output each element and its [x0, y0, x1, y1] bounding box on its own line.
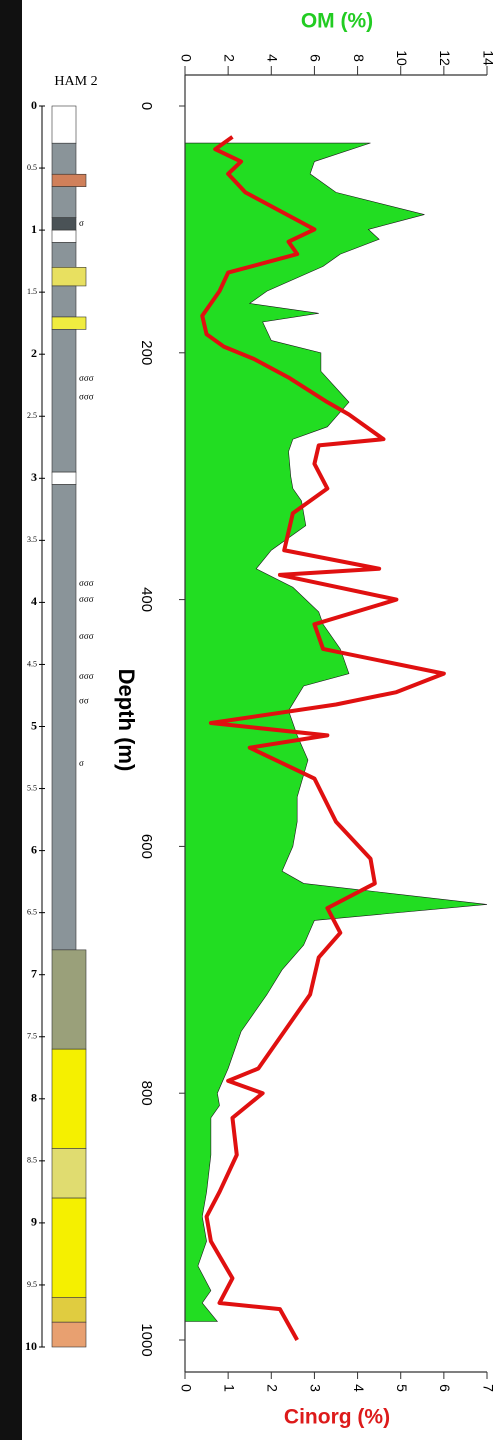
layer	[51, 1297, 87, 1323]
x2-tick-label: 6	[308, 54, 324, 62]
y-tick-label: 600	[138, 834, 155, 859]
x-tick-label: 6	[437, 1384, 453, 1392]
x-tick-label: 3	[308, 1384, 324, 1392]
cinorg-line	[200, 135, 446, 1341]
fossil-symbol: σσσ	[79, 594, 94, 604]
x2-tick-label: 2	[221, 54, 237, 62]
om-area	[184, 142, 488, 1322]
x2-tick-label: 8	[351, 54, 367, 62]
layer	[51, 484, 77, 951]
layer	[51, 471, 77, 485]
layer	[51, 329, 77, 473]
y-tick-label: 1	[31, 222, 37, 236]
layer	[51, 105, 77, 144]
y-tick-label: 0.5	[27, 163, 37, 172]
fossil-symbol: σσ	[79, 696, 89, 706]
x-tick-label: 2	[265, 1384, 281, 1392]
x-axis-title: Cinorg (%)	[284, 1406, 390, 1429]
y-tick-label: 200	[138, 340, 155, 365]
layer	[51, 1048, 87, 1149]
x-tick-label: 1	[221, 1384, 237, 1392]
x2-tick-label: 10	[394, 50, 410, 66]
y-tick-label: 3	[31, 470, 37, 484]
x-tick-label: 4	[351, 1384, 367, 1392]
y-tick-label: 2.5	[27, 411, 37, 420]
y-tick-label: 8	[31, 1091, 37, 1105]
y-tick-label: 4	[31, 594, 37, 608]
y-tick-label: 5	[31, 718, 37, 732]
y-tick-label: 0	[138, 102, 155, 110]
x2-axis-title: OM (%)	[301, 10, 373, 33]
y-tick-label: 4.5	[27, 659, 37, 668]
y-tick-label: 9.5	[27, 1280, 37, 1289]
layer	[51, 949, 87, 1050]
fossil-symbol: σσσ	[79, 631, 94, 641]
x2-tick-label: 0	[178, 54, 194, 62]
y-tick-label: 10	[25, 1339, 37, 1353]
x2-tick-label: 14	[480, 50, 496, 66]
x2-tick-label: 12	[437, 50, 453, 66]
y-tick-label: 1.5	[27, 287, 37, 296]
y-tick-label: 0	[31, 98, 37, 112]
y-tick-label: 6.5	[27, 907, 37, 916]
layer	[51, 142, 77, 175]
x-tick-label: 0	[178, 1384, 194, 1392]
layer	[51, 186, 77, 218]
fossil-symbol: σ	[79, 218, 84, 228]
fossil-symbol: σ	[79, 758, 84, 768]
layer	[51, 267, 87, 287]
left-edge	[0, 0, 22, 1440]
y-tick-label: 1000	[138, 1323, 155, 1356]
x-tick-label: 7	[480, 1384, 496, 1392]
layer	[51, 285, 77, 318]
layer	[51, 316, 87, 330]
layer	[51, 1321, 87, 1348]
y-tick-label: 7.5	[27, 1032, 37, 1041]
layer	[51, 217, 77, 231]
y-tick-label: 7	[31, 966, 37, 980]
layer	[51, 173, 87, 187]
fossil-symbol: σσσ	[79, 373, 94, 383]
y-tick-label: 400	[138, 587, 155, 612]
y-tick-label: 3.5	[27, 535, 37, 544]
fossil-symbol: σσσ	[79, 671, 94, 681]
layer	[51, 1197, 87, 1298]
layer	[51, 242, 77, 268]
column-title: HAM 2	[54, 74, 97, 89]
y-tick-label: 9	[31, 1215, 37, 1229]
fossil-symbol: σσσ	[79, 392, 94, 402]
fossil-symbol: σσσ	[79, 578, 94, 588]
layer	[51, 1148, 87, 1199]
x2-tick-label: 4	[265, 54, 281, 62]
y-tick-label: 5.5	[27, 783, 37, 792]
y-tick-label: 2	[31, 346, 37, 360]
y-tick-label: 800	[138, 1081, 155, 1106]
y-axis-title: Depth (m)	[114, 669, 139, 772]
layer	[51, 229, 77, 243]
x-tick-label: 5	[394, 1384, 410, 1392]
y-tick-label: 8.5	[27, 1156, 37, 1165]
y-tick-label: 6	[31, 842, 37, 856]
